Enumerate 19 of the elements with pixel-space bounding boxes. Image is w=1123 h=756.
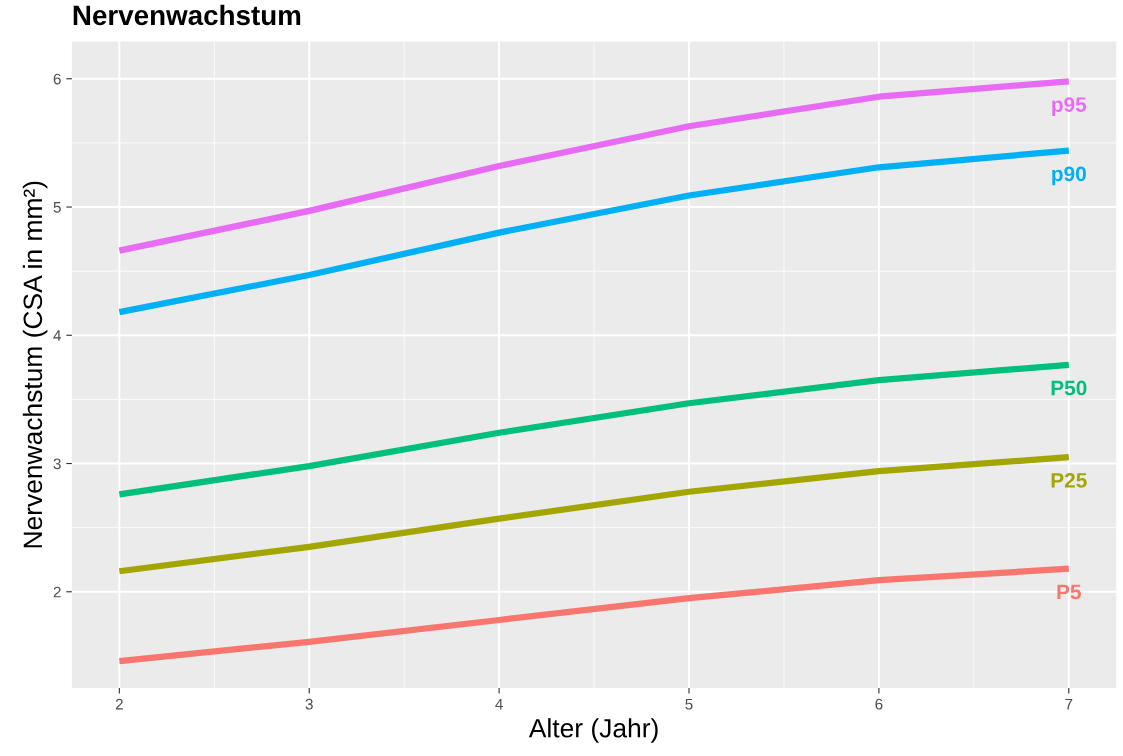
x-axis-title: Alter (Jahr) xyxy=(528,718,658,743)
series-label: P5 xyxy=(1057,584,1081,600)
x-tick-label: 7 xyxy=(1065,698,1073,710)
y-axis-title: Nervenwachstum (CSA in mm²) xyxy=(22,181,48,548)
x-tick-label: 5 xyxy=(685,698,693,710)
y-tick-label: 4 xyxy=(53,330,62,341)
y-tick-label: 2 xyxy=(53,586,61,598)
series-label: P50 xyxy=(1051,380,1087,396)
x-tick-label: 4 xyxy=(495,698,503,710)
y-tick-label: 6 xyxy=(53,73,61,85)
series-label: p90 xyxy=(1052,166,1086,186)
x-tick-label: 3 xyxy=(305,698,313,710)
series-label: p95 xyxy=(1052,97,1087,117)
chart-title: Nervenwachstum xyxy=(73,4,301,26)
x-tick-label: 2 xyxy=(115,698,123,710)
y-tick-label: 3 xyxy=(53,458,61,470)
x-tick-label: 6 xyxy=(875,698,883,710)
y-tick-label: 5 xyxy=(53,202,61,213)
series-label: P25 xyxy=(1051,472,1087,488)
